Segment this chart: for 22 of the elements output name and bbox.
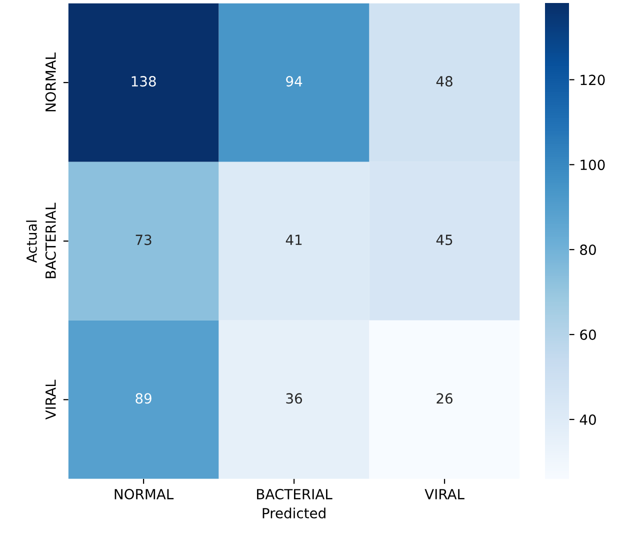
data-label: 94 xyxy=(286,76,302,87)
data-label: 45 xyxy=(436,234,452,246)
y-tick-label: NORMAL xyxy=(45,52,56,112)
x-tick-label: BACTERIAL xyxy=(257,488,332,500)
x-tick-label: NORMAL xyxy=(114,488,174,500)
x-tick-label: VIRAL xyxy=(424,489,464,500)
data-label: 36 xyxy=(286,393,302,404)
data-label: 89 xyxy=(136,393,152,404)
color-bar-label: 60 xyxy=(580,329,596,340)
x-axis-title: Predicted xyxy=(262,508,326,518)
color-bar-label: 40 xyxy=(580,414,596,425)
color-bar-label: 100 xyxy=(580,160,605,170)
y-tick-label: BACTERIAL xyxy=(45,202,56,278)
data-label: 73 xyxy=(136,234,152,246)
y-axis-title: Actual xyxy=(26,220,37,263)
color-bar-label: 80 xyxy=(580,244,596,256)
color-bar-label: 120 xyxy=(580,74,605,86)
data-label: 138 xyxy=(132,76,156,87)
data-label: 41 xyxy=(286,234,302,245)
data-label: 26 xyxy=(436,393,452,404)
y-tick-label: VIRAL xyxy=(46,380,56,420)
data-label: 48 xyxy=(436,76,452,87)
